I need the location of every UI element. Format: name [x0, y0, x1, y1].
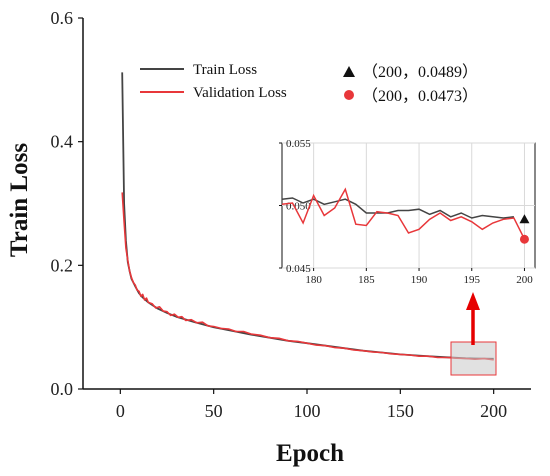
y-tick-label: 0.0 [51, 379, 74, 399]
inset-grid [282, 142, 535, 269]
validation-final-circle-icon [344, 90, 354, 100]
inset-x-tick-label: 200 [516, 274, 533, 286]
inset-x-tick-label: 185 [358, 274, 375, 286]
inset-y-tick-label: 0.045 [286, 263, 311, 275]
zoom-region-box [450, 341, 497, 376]
inset-x-tick-label: 180 [305, 274, 322, 286]
main-series [121, 72, 494, 361]
main-ticks: 0 50 100 150 200 0.0 0.2 0.4 0.6 [51, 8, 508, 421]
inset-x-tick-label: 195 [464, 274, 481, 286]
legend-train-label: Train Loss [193, 62, 257, 78]
inset-series [281, 187, 530, 244]
inset-x-tick-label: 190 [411, 274, 428, 286]
y-tick-label: 0.2 [51, 255, 74, 275]
x-tick-label: 0 [116, 401, 125, 421]
legend-validation-label: Validation Loss [193, 85, 287, 101]
x-axis-title: Epoch [276, 440, 344, 467]
zoom-arrow-head [466, 292, 480, 310]
y-tick-label: 0.4 [51, 132, 74, 152]
train-final-triangle-icon [343, 66, 355, 77]
validation-loss-line [121, 192, 494, 361]
inset-train-loss-line [281, 197, 514, 219]
inset-validation-loss-line [281, 187, 526, 240]
x-tick-label: 200 [480, 401, 507, 421]
validation-final-label: （200，0.0473） [362, 87, 478, 105]
inset-y-tick-label: 0.055 [286, 138, 311, 150]
train-final-label: （200，0.0489） [362, 63, 478, 81]
y-axis-title: Train Loss [6, 143, 33, 257]
final-point-annotations: （200，0.0489） （200，0.0473） [343, 63, 478, 105]
y-tick-label: 0.6 [51, 8, 74, 28]
x-tick-label: 50 [205, 401, 223, 421]
legend: Train Loss Validation Loss [140, 62, 287, 101]
x-tick-label: 150 [387, 401, 414, 421]
x-tick-label: 100 [294, 401, 321, 421]
inset-validation-final-marker [519, 234, 529, 244]
inset-train-final-marker [519, 214, 530, 224]
